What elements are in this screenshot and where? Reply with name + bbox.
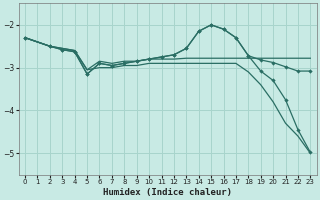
X-axis label: Humidex (Indice chaleur): Humidex (Indice chaleur) — [103, 188, 232, 197]
